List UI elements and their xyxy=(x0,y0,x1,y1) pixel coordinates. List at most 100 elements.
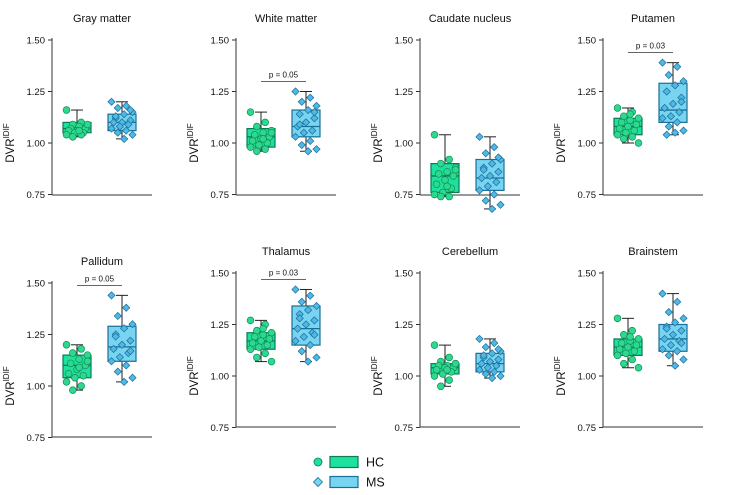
data-point-hc xyxy=(620,135,628,143)
y-tick-label: 1.25 xyxy=(395,87,414,98)
y-tick-label: 1.00 xyxy=(395,139,414,150)
data-point-ms xyxy=(109,344,118,354)
data-point-hc xyxy=(613,314,622,323)
data-point-ms xyxy=(494,153,503,162)
data-point-hc xyxy=(253,122,261,131)
hc-group xyxy=(246,316,276,366)
data-point-hc xyxy=(265,335,274,343)
data-point-ms xyxy=(475,132,484,141)
data-point-ms xyxy=(490,367,499,376)
y-axis-label: DVRIDIF xyxy=(186,123,201,163)
chart-panel: White matter 0.75 1.00 1.25 1.50 DVRIDIF p = 0… xyxy=(186,13,336,201)
data-point-ms xyxy=(479,351,488,360)
data-point-hc xyxy=(69,349,77,357)
chart-panel: Brainstem 0.75 1.00 1.25 1.50 DVRIDIF xyxy=(553,246,703,434)
data-point-hc xyxy=(626,116,634,125)
data-point-ms xyxy=(660,103,669,113)
data-point-ms xyxy=(304,305,313,315)
data-point-ms xyxy=(481,149,490,158)
data-point-hc xyxy=(632,341,641,349)
data-point-hc xyxy=(253,326,261,335)
data-point-hc xyxy=(620,359,628,368)
ms-group xyxy=(658,289,688,370)
data-point-hc xyxy=(83,357,92,366)
data-point-ms xyxy=(488,159,497,168)
data-point-ms xyxy=(668,99,678,108)
y-tick-label: 1.50 xyxy=(27,279,46,290)
data-point-ms xyxy=(481,343,490,352)
chart-title: Caudate nucleus xyxy=(429,13,512,25)
data-point-ms xyxy=(308,126,317,135)
data-point-ms xyxy=(107,357,116,366)
y-axis-label-main: DVR xyxy=(189,138,201,162)
data-point-ms xyxy=(662,324,671,333)
data-point-hc xyxy=(430,372,439,380)
data-point-ms xyxy=(113,311,122,321)
data-point-ms xyxy=(115,122,124,131)
data-point-hc xyxy=(615,124,624,133)
ms-group xyxy=(475,132,505,214)
y-tick-label: 0.75 xyxy=(395,190,414,201)
chart-title: Gray matter xyxy=(73,13,131,25)
data-point-ms xyxy=(122,101,131,111)
data-point-ms xyxy=(679,126,688,135)
data-point-hc xyxy=(445,353,453,362)
data-point-hc xyxy=(62,106,71,114)
data-point-ms xyxy=(306,93,315,102)
data-point-hc xyxy=(443,366,451,374)
data-point-ms xyxy=(128,130,137,139)
data-point-hc xyxy=(255,141,263,149)
data-point-hc xyxy=(259,128,267,137)
data-point-ms xyxy=(113,367,122,376)
y-axis-label-sup: IDIF xyxy=(186,356,195,371)
data-point-hc xyxy=(255,343,263,351)
data-point-ms xyxy=(310,330,319,339)
chart-panel: Pallidum 0.75 1.00 1.25 1.50 DVRIDIF p = 0.05 xyxy=(2,256,152,444)
data-point-hc xyxy=(451,166,460,174)
data-point-hc xyxy=(246,345,255,353)
data-point-hc xyxy=(62,378,71,386)
data-point-hc xyxy=(248,137,257,145)
data-point-ms xyxy=(297,297,306,306)
p-value-label: p = 0.03 xyxy=(269,268,299,277)
y-axis-label-sup: IDIF xyxy=(2,123,11,138)
data-point-ms xyxy=(120,134,129,143)
data-point-hc xyxy=(62,341,71,349)
data-point-ms xyxy=(664,351,673,360)
data-point-hc xyxy=(263,341,272,349)
p-value-label: p = 0.05 xyxy=(269,71,299,80)
data-point-ms xyxy=(679,314,688,323)
data-point-ms xyxy=(662,130,671,139)
data-point-ms xyxy=(475,365,484,374)
data-point-ms xyxy=(673,297,682,306)
legend-swatch xyxy=(329,455,359,469)
data-point-hc xyxy=(613,131,622,139)
data-point-ms xyxy=(107,124,116,133)
y-axis-label: DVRIDIF xyxy=(2,123,17,163)
data-point-hc xyxy=(624,122,632,131)
data-point-hc xyxy=(430,341,439,349)
data-point-ms xyxy=(306,136,315,146)
data-point-ms xyxy=(660,334,669,344)
data-point-ms xyxy=(666,341,675,350)
data-point-hc xyxy=(617,339,626,347)
data-point-ms xyxy=(301,118,311,127)
data-point-ms xyxy=(306,341,315,350)
data-point-hc xyxy=(622,349,630,358)
chart-title: Putamen xyxy=(631,13,675,25)
data-point-hc xyxy=(267,328,276,337)
y-axis-label-sup: IDIF xyxy=(370,356,379,371)
data-point-ms xyxy=(113,103,122,113)
hc-group xyxy=(430,341,460,391)
chart-title: Thalamus xyxy=(262,246,311,258)
data-point-hc xyxy=(624,343,632,351)
data-point-ms xyxy=(666,112,675,121)
data-point-ms xyxy=(475,334,484,344)
data-point-hc xyxy=(261,349,269,358)
y-axis-label-main: DVR xyxy=(373,371,385,395)
y-axis-label-main: DVR xyxy=(373,138,385,162)
data-point-ms xyxy=(481,196,490,205)
data-point-hc xyxy=(261,145,269,153)
data-point-ms xyxy=(671,81,680,90)
y-axis-label-sup: IDIF xyxy=(553,123,562,138)
